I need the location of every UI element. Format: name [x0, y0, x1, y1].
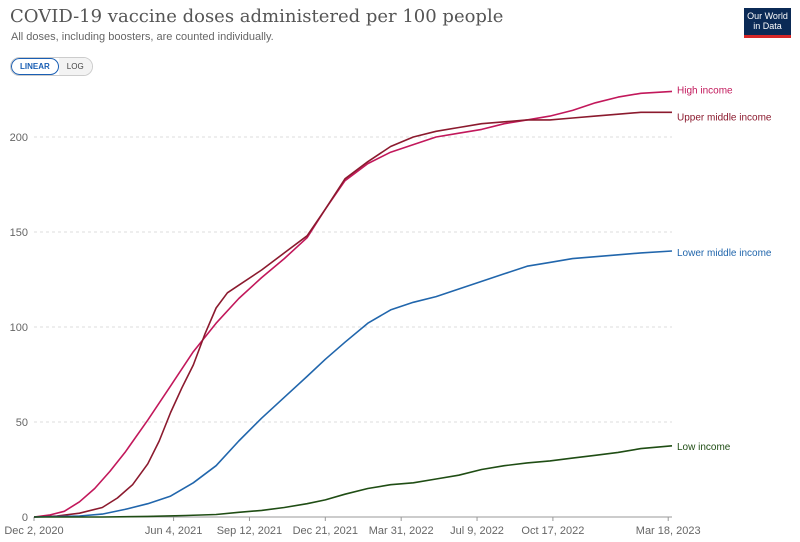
y-tick-label: 100 — [10, 322, 28, 334]
chart-subtitle: All doses, including boosters, are count… — [11, 31, 274, 43]
x-tick-label: Mar 18, 2023 — [636, 525, 701, 537]
series-label-lower-middle-income: Lower middle income — [677, 248, 772, 259]
y-tick-label: 150 — [10, 227, 28, 239]
series-line-lower-middle-income — [33, 250, 673, 518]
x-tick-label: Dec 21, 2021 — [293, 525, 358, 537]
linear-scale-button[interactable]: LINEAR — [11, 58, 59, 75]
scale-toggle: LINEAR LOG — [10, 57, 93, 76]
chart-title: COVID-19 vaccine doses administered per … — [10, 6, 504, 27]
x-tick-label: Oct 17, 2022 — [521, 525, 584, 537]
log-scale-button[interactable]: LOG — [58, 58, 92, 75]
series-label-high-income: High income — [677, 85, 733, 96]
y-tick-label: 0 — [22, 512, 28, 524]
series-line-high-income — [33, 90, 673, 518]
logo-line-1: Our World — [747, 11, 788, 21]
y-tick-label: 50 — [16, 417, 28, 429]
x-tick-label: Sep 12, 2021 — [217, 525, 282, 537]
x-tick-label: Jul 9, 2022 — [450, 525, 504, 537]
series-line-upper-middle-income — [33, 111, 672, 518]
owid-logo[interactable]: Our World in Data — [744, 8, 791, 38]
logo-line-2: in Data — [753, 21, 782, 31]
series-label-upper-middle-income: Upper middle income — [677, 112, 772, 123]
series-label-low-income: Low income — [677, 442, 731, 453]
y-tick-label: 200 — [10, 132, 28, 144]
x-tick-label: Jun 4, 2021 — [145, 525, 203, 537]
series-line-low-income — [34, 445, 673, 518]
x-tick-label: Mar 31, 2022 — [369, 525, 434, 537]
x-tick-label: Dec 2, 2020 — [4, 525, 63, 537]
